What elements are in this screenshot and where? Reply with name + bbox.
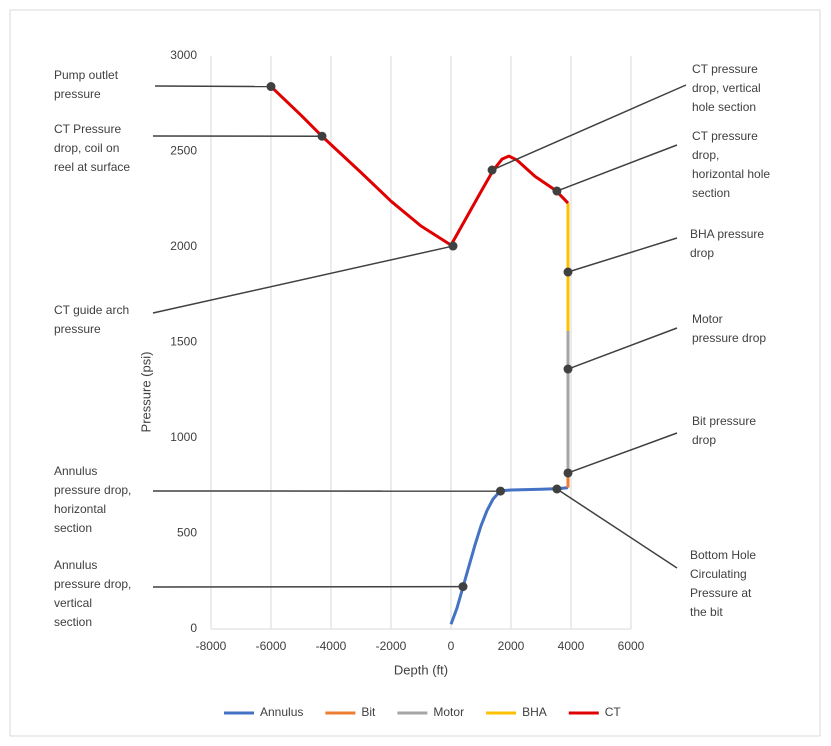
annotation-marker [487,165,497,175]
annotation-label: section [692,186,730,200]
annotation-marker [317,131,327,141]
annotation-label: CT Pressure [54,122,121,136]
legend-label: Motor [433,705,464,719]
annotation-label: section [54,615,92,629]
y-tick-label: 2500 [170,144,197,158]
x-tick-label: -8000 [196,639,227,653]
annotation-label: hole section [692,100,756,114]
annotation-marker [448,241,458,251]
annotation-marker [266,82,276,92]
annotation-marker [563,267,573,277]
annotation-label: pressure drop, [54,577,131,591]
x-tick-label: 0 [448,639,455,653]
annotation-label: pressure drop [692,331,766,345]
annotation-label: reel at surface [54,160,130,174]
leader-line [567,327,678,370]
annotation-label: Bit pressure [692,414,756,428]
annotation-marker [496,486,505,496]
annotation-label: horizontal hole [692,167,770,181]
annotation-label: Circulating [690,567,747,581]
legend-label: Annulus [260,705,303,719]
legend-label: BHA [522,705,547,719]
leader-line [567,237,678,273]
y-tick-label: 3000 [170,48,197,62]
annotation-label: Pressure at [690,586,752,600]
annotation-label: CT pressure [692,62,758,76]
leader-line [556,488,678,569]
annotation-label: pressure drop, [54,483,131,497]
annotation-label: Annulus [54,558,97,572]
y-tick-label: 0 [190,621,197,635]
leader-line [556,144,678,192]
annotation-label: section [54,521,92,535]
annotation-label: drop [690,246,714,260]
y-tick-label: 1000 [170,430,197,444]
x-tick-label: 4000 [558,639,585,653]
annotation-label: drop, vertical [692,81,761,95]
annotation-label: pressure [54,87,101,101]
annotation-marker [563,468,573,478]
chart-border [9,9,821,737]
annotation-marker [552,186,562,196]
annotation-label: horizontal [54,502,106,516]
y-tick-label: 500 [177,526,197,540]
y-tick-label: 1500 [170,335,197,349]
annotation-marker [563,364,573,374]
annotation-label: vertical [54,596,92,610]
annotation-label: Motor [692,312,723,326]
annotation-label: Annulus [54,464,97,478]
annotation-label: pressure [54,322,101,336]
x-tick-label: -6000 [256,639,287,653]
leader-line [154,85,272,88]
y-axis-title: Pressure (psi) [138,352,153,433]
x-tick-label: -4000 [316,639,347,653]
annotation-marker [458,582,468,592]
annotation-label: CT guide arch [54,303,129,317]
leader-line [491,84,687,171]
series-line [269,85,570,247]
leader-line [152,245,454,314]
leader-line [567,432,678,474]
x-tick-label: 2000 [498,639,525,653]
x-axis-title: Depth (ft) [394,662,448,677]
x-tick-label: -2000 [376,639,407,653]
x-tick-label: 6000 [618,639,645,653]
legend-label: Bit [361,705,376,719]
annotation-label: Bottom Hole [690,548,756,562]
y-tick-label: 2000 [170,239,197,253]
annotation-label: CT pressure [692,129,758,143]
annotation-label: drop, coil on [54,141,119,155]
annotation-label: BHA pressure [690,227,764,241]
legend-label: CT [605,705,622,719]
annotation-label: Pump outlet [54,68,119,82]
annotation-marker [552,484,562,494]
annotation-label: drop, [692,148,719,162]
annotation-label: drop [692,433,716,447]
annotation-label: the bit [690,605,723,619]
